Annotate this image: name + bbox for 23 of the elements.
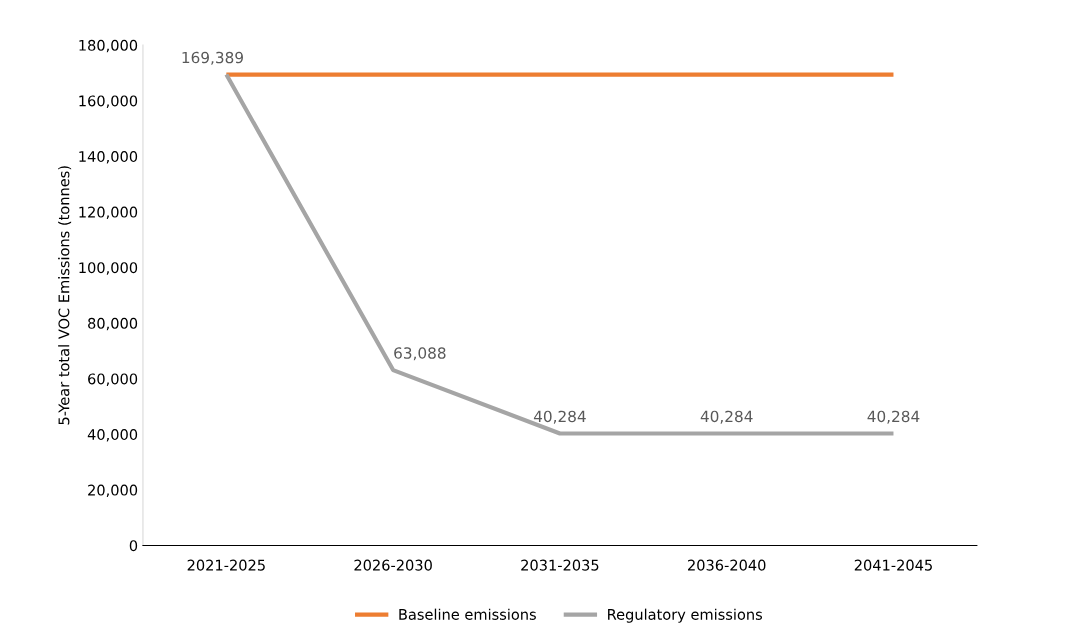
data-label: 169,389 [182, 51, 243, 65]
y-tick-label: 20,000 [88, 484, 138, 498]
y-tick-label: 60,000 [88, 373, 138, 386]
data-label: 40,284 [700, 410, 753, 424]
x-tick-label: 2026-2030 [354, 559, 432, 571]
x-tick-label: 2036-2040 [688, 559, 766, 571]
y-axis-title: 5-Year total VOC Emissions (tonnes) [58, 166, 72, 425]
data-label: 40,284 [867, 410, 920, 424]
y-tick-label: 0 [129, 540, 138, 552]
x-tick-label: 2021-2025 [187, 559, 265, 571]
y-tick-label: 140,000 [79, 150, 138, 164]
x-tick-label: 2041-2045 [854, 559, 932, 571]
legend-label: Baseline emissions [399, 608, 536, 620]
legend-label: Regulatory emissions [608, 608, 763, 623]
data-label: 63,088 [394, 347, 446, 361]
y-tick-label: 180,000 [79, 39, 138, 53]
y-tick-label: 40,000 [87, 428, 138, 442]
y-tick-label: 80,000 [88, 317, 138, 331]
data-label: 40,284 [533, 410, 586, 424]
x-tick-label: 2031-2035 [521, 559, 599, 571]
y-tick-label: 120,000 [79, 206, 138, 220]
y-tick-label: 100,000 [79, 262, 138, 275]
y-tick-label: 160,000 [79, 95, 138, 108]
